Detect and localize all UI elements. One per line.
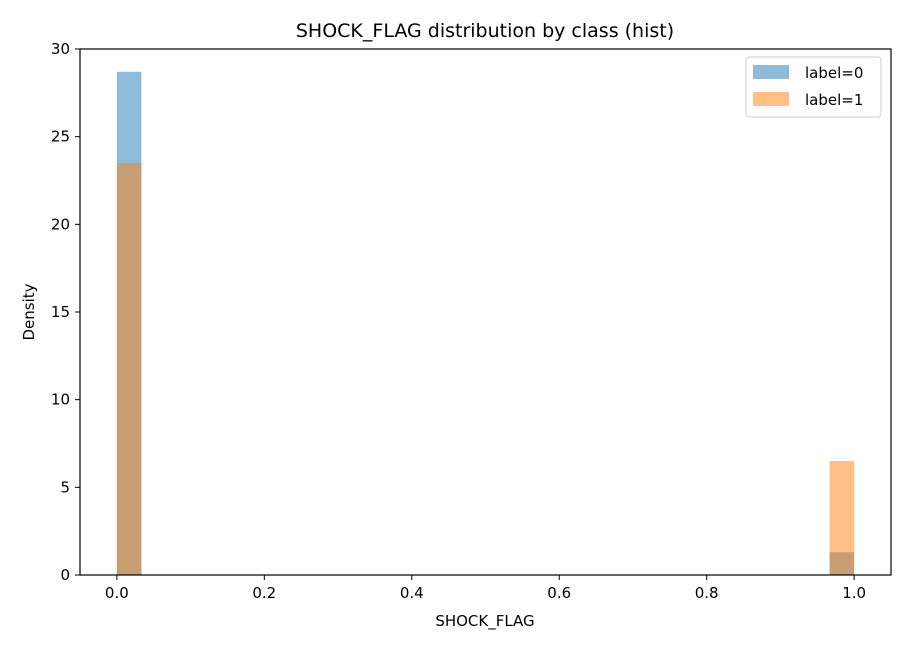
legend-swatch-label0 [753, 65, 789, 79]
legend-label-label1: label=1 [805, 91, 863, 109]
histogram-bar-series1-bin0 [116, 162, 142, 575]
x-tick-label: 0.6 [547, 584, 571, 602]
y-tick-label: 20 [51, 215, 70, 233]
histogram-bar-series1-bin1 [829, 461, 855, 575]
x-tick-label: 0.4 [400, 584, 424, 602]
y-axis-ticks: 0 5 10 15 20 25 30 [51, 40, 80, 584]
y-tick-label: 15 [51, 303, 70, 321]
y-tick-label: 25 [51, 128, 70, 146]
legend: label=0 label=1 [745, 56, 882, 118]
x-tick-label: 0.0 [105, 584, 129, 602]
x-tick-label: 0.2 [252, 584, 276, 602]
y-tick-label: 30 [51, 40, 70, 58]
y-tick-label: 10 [51, 391, 70, 409]
bars-layer [116, 71, 855, 575]
y-tick-label: 0 [60, 566, 70, 584]
legend-label-label0: label=0 [805, 64, 863, 82]
x-tick-label: 1.0 [842, 584, 866, 602]
y-tick-label: 5 [60, 478, 70, 496]
x-axis-ticks: 0.0 0.2 0.4 0.6 0.8 1.0 [105, 575, 866, 602]
y-axis-label: Density [20, 283, 38, 340]
chart-title: SHOCK_FLAG distribution by class (hist) [296, 20, 674, 42]
x-axis-label: SHOCK_FLAG [435, 612, 534, 631]
legend-swatch-label1 [753, 92, 789, 106]
x-tick-label: 0.8 [695, 584, 719, 602]
